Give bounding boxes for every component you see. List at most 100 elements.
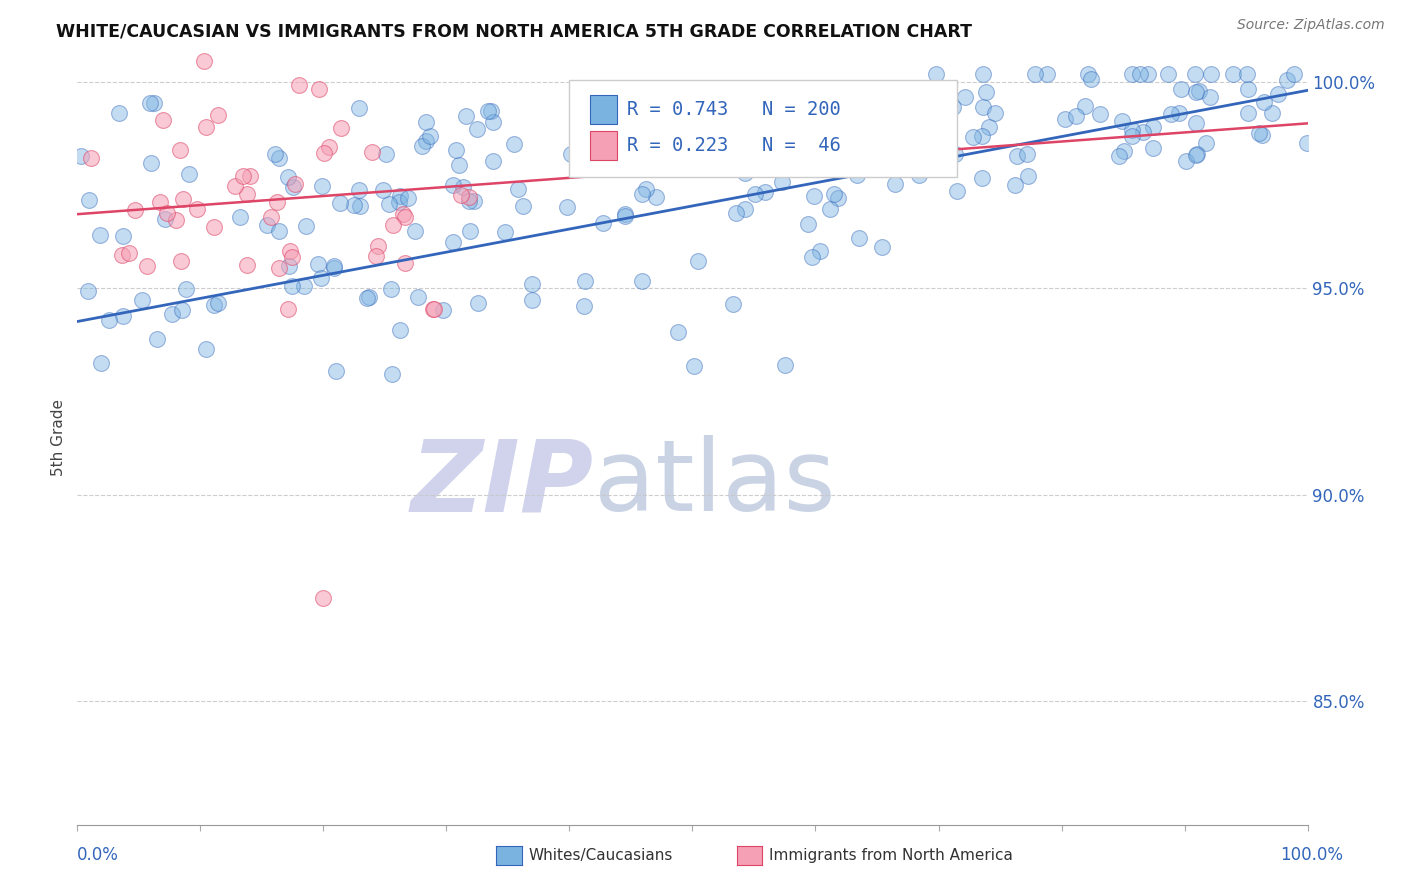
Point (312, 591, 335, 605)
Point (229, 210, 252, 224)
Point (1236, 67, 1258, 81)
Point (1160, 107, 1182, 121)
Point (974, 85, 997, 99)
Point (118, 246, 141, 260)
Point (325, 364, 347, 378)
Point (378, 197, 401, 211)
Point (846, 169, 869, 183)
Point (89, 228, 111, 243)
Point (143, 95, 166, 110)
Point (935, 84, 957, 98)
Point (391, 207, 413, 221)
Point (419, 128, 441, 143)
Point (169, 143, 191, 157)
Point (734, 166, 756, 180)
Point (278, 259, 301, 273)
Point (869, 128, 891, 142)
Point (256, 219, 278, 233)
Point (477, 104, 499, 119)
Y-axis label: 5th Grade: 5th Grade (51, 399, 66, 475)
Point (520, 277, 543, 291)
Point (172, 192, 194, 206)
Point (1222, 67, 1244, 81)
Point (278, 244, 301, 259)
Point (224, 179, 246, 194)
Point (813, 108, 835, 122)
Text: R = 0.743   N = 200: R = 0.743 N = 200 (627, 100, 841, 120)
Point (367, 239, 389, 253)
Point (481, 114, 503, 128)
Point (349, 199, 371, 213)
Point (394, 211, 416, 225)
Point (1077, 67, 1099, 81)
Point (1282, 67, 1305, 81)
Point (236, 186, 259, 201)
Point (441, 178, 464, 193)
Point (520, 293, 543, 308)
Point (112, 309, 135, 323)
Point (288, 78, 311, 92)
Point (236, 258, 259, 272)
Point (1253, 95, 1275, 109)
Point (744, 187, 766, 202)
Point (361, 145, 384, 160)
Point (972, 67, 994, 81)
Point (818, 202, 841, 216)
Point (643, 83, 665, 97)
Point (796, 218, 818, 232)
Point (295, 219, 318, 233)
Point (1170, 82, 1192, 96)
Point (281, 180, 304, 194)
Point (152, 113, 174, 128)
FancyBboxPatch shape (591, 130, 617, 160)
Point (1174, 154, 1197, 169)
Point (1275, 73, 1298, 87)
Point (277, 302, 299, 317)
Point (983, 106, 1005, 120)
Point (851, 141, 873, 155)
Point (1184, 116, 1206, 130)
FancyBboxPatch shape (591, 95, 617, 124)
Point (734, 202, 756, 216)
Point (1088, 107, 1111, 121)
Point (1261, 106, 1284, 120)
Point (592, 217, 614, 231)
Point (170, 303, 193, 318)
Point (773, 358, 796, 372)
Point (177, 167, 200, 181)
Point (1185, 147, 1208, 161)
Point (458, 224, 481, 238)
Point (866, 152, 889, 166)
Point (465, 122, 488, 136)
Point (1188, 84, 1211, 98)
Point (668, 326, 690, 340)
Point (827, 162, 849, 177)
Point (762, 153, 785, 167)
Point (905, 105, 928, 120)
Point (323, 260, 346, 274)
Point (925, 67, 948, 81)
Point (1168, 106, 1191, 120)
Point (80, 151, 103, 165)
Point (1250, 128, 1272, 143)
Point (1249, 126, 1271, 140)
Point (388, 189, 411, 203)
Point (1074, 98, 1097, 112)
Point (880, 157, 903, 171)
Point (277, 169, 299, 184)
Point (394, 256, 416, 270)
Point (479, 104, 502, 119)
Point (170, 254, 193, 268)
Point (1064, 109, 1087, 123)
Point (775, 161, 797, 176)
Point (77, 193, 100, 207)
Point (837, 89, 859, 103)
Point (292, 278, 315, 293)
Point (1296, 136, 1319, 150)
Point (232, 169, 254, 183)
Point (139, 156, 162, 170)
Point (281, 279, 304, 293)
Point (695, 111, 717, 125)
Point (356, 291, 378, 305)
Point (1121, 67, 1143, 81)
